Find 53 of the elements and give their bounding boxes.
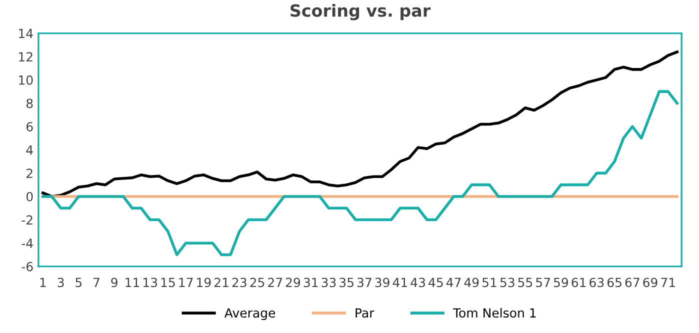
- legend-label: Tom Nelson 1: [452, 308, 536, 318]
- x-tick-label: 21: [214, 278, 228, 288]
- x-tick-label: 59: [554, 278, 568, 288]
- x-tick-label: 41: [392, 278, 407, 288]
- chart-title: Scoring vs. par: [290, 4, 431, 20]
- y-tick-label: -6: [22, 262, 33, 272]
- x-tick-label: 19: [197, 278, 211, 288]
- x-tick-label: 43: [410, 278, 425, 288]
- legend-label: Average: [224, 308, 276, 320]
- y-tick-label: 6: [26, 122, 33, 132]
- line-series: [42, 90, 678, 256]
- y-tick-label: 4: [26, 145, 33, 155]
- x-tick-label: 31: [304, 278, 318, 288]
- x-tick-label: 7: [94, 278, 100, 288]
- x-tick-label: 37: [357, 278, 372, 288]
- x-tick-label: 65: [607, 278, 622, 288]
- x-tick-label: 51: [482, 278, 496, 288]
- x-tick-label: 5: [76, 278, 82, 288]
- x-tick-label: 63: [590, 278, 604, 288]
- y-tick-label: 14: [19, 28, 33, 38]
- y-tick-label: 12: [19, 52, 32, 62]
- x-tick-label: 27: [268, 278, 282, 288]
- x-tick-label: 69: [643, 278, 658, 288]
- y-tick-label: 2: [26, 168, 32, 178]
- legend-label: Par: [356, 308, 374, 318]
- y-tick-label: -4: [22, 238, 33, 248]
- x-tick-label: 53: [500, 278, 514, 288]
- x-tick-label: 1: [40, 278, 46, 288]
- x-tick-label: 13: [144, 278, 158, 288]
- y-tick-label: 8: [26, 98, 33, 108]
- x-tick-label: 57: [536, 278, 550, 288]
- x-tick-label: 49: [464, 278, 479, 288]
- x-tick-label: 39: [375, 278, 390, 288]
- x-tick-label: 71: [661, 278, 675, 288]
- x-tick-label: 45: [428, 278, 443, 288]
- line-series: [42, 50, 678, 198]
- x-tick-label: 9: [111, 278, 118, 288]
- x-tick-label: 29: [286, 278, 300, 288]
- x-tick-label: 55: [518, 278, 532, 288]
- y-tick-label: -2: [22, 215, 32, 225]
- x-tick-label: 11: [126, 278, 140, 288]
- x-tick-label: 23: [232, 278, 246, 288]
- y-tick-label: 10: [19, 75, 33, 85]
- x-tick-label: 33: [322, 278, 336, 288]
- x-tick-label: 17: [179, 278, 193, 288]
- y-tick-label: 0: [26, 192, 33, 202]
- x-tick-label: 67: [625, 278, 640, 288]
- x-tick-label: 25: [250, 278, 264, 288]
- x-tick-label: 61: [572, 278, 586, 288]
- x-tick-label: 15: [161, 278, 175, 288]
- x-tick-label: 47: [446, 278, 461, 288]
- x-tick-label: 35: [340, 278, 354, 288]
- x-tick-label: 3: [58, 278, 64, 288]
